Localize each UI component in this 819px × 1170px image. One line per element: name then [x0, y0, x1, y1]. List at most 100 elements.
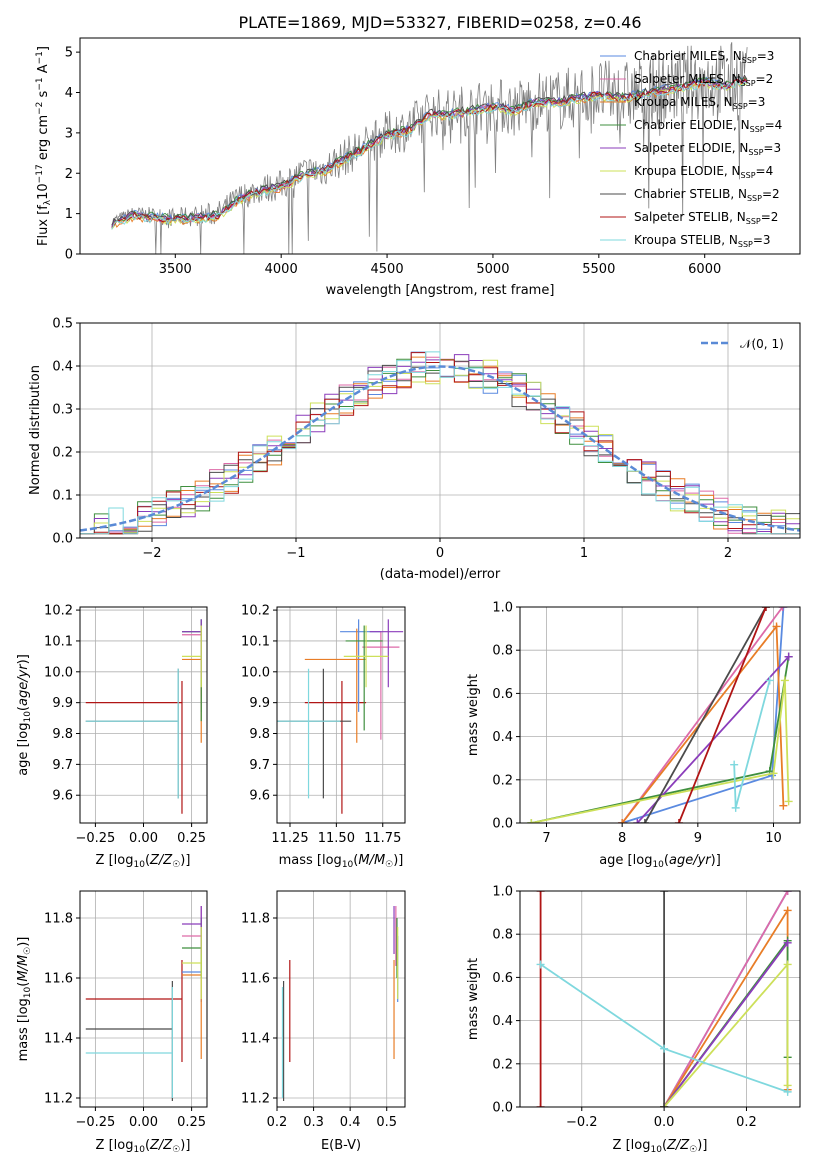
model-kroupa-elodie-line	[111, 80, 748, 230]
y-tick-label: 0.8	[492, 928, 513, 943]
age-vs-mass-panel: 11.25 11.50 11.75 9.6 9.7 9.8 9.9 10.0 10.1 10.2…	[241, 604, 406, 870]
y-tick-label: 0.4	[492, 730, 513, 745]
y-tick-label: 11.4	[241, 1032, 270, 1047]
legend-label-chabrier-miles: Chabrier MILES, NSSP=3	[634, 49, 774, 65]
age-z-x-label: Z [log10(Z/Z☉)]	[96, 853, 191, 870]
weight-marker-kroupa-miles	[618, 819, 627, 823]
y-tick-label: 0.1	[52, 489, 73, 504]
y-tick-label: 10.2	[44, 604, 73, 619]
y-tick-label: 10.0	[44, 665, 73, 680]
legend-label-kroupa-miles: Kroupa MILES, NSSP=3	[634, 95, 765, 111]
weight-marker-salpeter-elodie	[783, 938, 792, 947]
weight-marker-kroupa-elodie	[769, 769, 778, 778]
x-tick-label: 4500	[371, 262, 404, 277]
mass-ebv-x-ticks: 0.2 0.3 0.4 0.5	[267, 1107, 397, 1130]
legend-label-salpeter-miles: Salpeter MILES, NSSP=2	[634, 72, 773, 88]
weight-marker-salpeter-stelib	[536, 1103, 545, 1107]
y-tick-label: 0.4	[52, 360, 73, 375]
spectrum-frame	[79, 37, 801, 255]
histogram-y-label: Normed distribution	[28, 365, 43, 495]
mass-z-x-ticks: −0.25 0.00 0.25	[75, 1107, 206, 1130]
y-tick-label: 11.8	[44, 912, 73, 927]
weight-marker-chabrier-stelib	[660, 891, 669, 895]
y-tick-label: 0.6	[492, 687, 513, 702]
y-tick-label: 0.0	[52, 532, 73, 547]
weight-marker-kroupa-stelib	[536, 960, 545, 969]
weight-marker-kroupa-elodie	[780, 676, 789, 685]
weight-marker-kroupa-stelib	[660, 1044, 669, 1053]
weight-z-y-label: mass weight	[466, 958, 481, 1040]
y-tick-label: 2	[65, 167, 73, 182]
histogram-panel: −2 −1 0 1 2 0.0 0.1 0.2 0.3 0.4 0.5 (data-model)/…	[28, 317, 801, 582]
y-tick-label: 4	[65, 86, 73, 101]
x-tick-label: 5500	[582, 262, 615, 277]
y-tick-label: 0.5	[52, 317, 73, 332]
weight-marker-kroupa-elodie	[784, 797, 793, 806]
weight-line-kroupa-elodie	[531, 680, 790, 823]
weight-marker-kroupa-stelib	[730, 760, 739, 769]
weight-marker-salpeter-miles	[783, 891, 792, 895]
x-tick-label: 0.00	[129, 1115, 158, 1130]
weight-age-y-ticks: 0.0 0.2 0.4 0.6 0.8 1.0	[492, 601, 520, 832]
weight-age-frame	[519, 606, 801, 824]
x-tick-label: 0.2	[736, 1115, 757, 1130]
x-tick-label: 2	[724, 546, 732, 561]
spectrum-y-ticks: 0 1 2 3 4 5	[65, 46, 80, 263]
spectrum-plot	[111, 42, 748, 254]
x-tick-label: 11.25	[271, 831, 308, 846]
mass-ebv-plot	[281, 906, 399, 1101]
x-tick-label: 0.4	[340, 1115, 361, 1130]
weight-line-chabrier-stelib	[644, 607, 767, 823]
weight-age-x-ticks: 7 8 9 10	[542, 823, 782, 846]
x-tick-label: 10	[765, 831, 782, 846]
mass-weight-vs-age-panel: 7 8 9 10 0.0 0.2 0.4 0.6 0.8 1.0 age [log10(age/…	[466, 601, 801, 870]
x-tick-label: 11.75	[364, 831, 401, 846]
x-tick-label: 3500	[159, 262, 192, 277]
y-tick-label: 0.8	[492, 644, 513, 659]
y-tick-label: 5	[65, 46, 73, 61]
age-mass-frame	[276, 606, 406, 824]
mass-z-y-label: mass [log10(M/M☉)]	[16, 937, 33, 1062]
weight-marker-salpeter-miles	[778, 607, 787, 611]
y-tick-label: 11.8	[241, 912, 270, 927]
y-tick-label: 9.7	[52, 758, 73, 773]
y-tick-label: 0.0	[492, 1101, 513, 1116]
legend-label-chabrier-elodie: Chabrier ELODIE, NSSP=4	[634, 118, 782, 134]
x-tick-label: 8	[618, 831, 626, 846]
y-tick-label: 11.6	[241, 972, 270, 987]
y-tick-label: 9.7	[249, 758, 270, 773]
histogram-x-ticks: −2 −1 0 1 2	[142, 538, 732, 561]
histogram-plot	[80, 351, 800, 535]
weight-marker-kroupa-elodie	[527, 819, 536, 823]
y-tick-label: 1.0	[492, 885, 513, 900]
weight-line-salpeter-miles	[621, 607, 784, 823]
y-tick-label: 9.6	[52, 789, 73, 804]
normal-distribution-curve	[80, 365, 800, 532]
y-tick-label: 9.8	[249, 727, 270, 742]
age-mass-plot	[277, 619, 404, 814]
y-tick-label: 0.2	[492, 1057, 513, 1072]
weight-marker-kroupa-elodie	[783, 960, 792, 969]
age-z-plot	[85, 619, 202, 814]
x-tick-label: 0	[436, 546, 444, 561]
spectrum-panel: 3500 4000 4500 5000 5500 6000 0 1 2 3 4 5 waveleng…	[35, 37, 801, 298]
x-tick-label: 4000	[265, 262, 298, 277]
age-z-y-label: age [log10(age/yr)]	[16, 654, 33, 776]
weight-marker-salpeter-stelib	[761, 607, 770, 611]
mass-ebv-frame	[276, 890, 406, 1108]
y-tick-label: 11.6	[44, 972, 73, 987]
histogram-x-label: (data-model)/error	[380, 567, 501, 582]
weight-line-salpeter-miles	[663, 891, 789, 1107]
x-tick-label: 0.2	[267, 1115, 288, 1130]
mass-z-plot	[85, 906, 202, 1101]
weight-z-plot	[536, 891, 792, 1107]
y-tick-label: 11.4	[44, 1032, 73, 1047]
y-tick-label: 10.1	[44, 634, 73, 649]
weight-marker-salpeter-elodie	[784, 652, 793, 661]
weight-marker-salpeter-stelib	[536, 891, 545, 895]
y-tick-label: 11.2	[44, 1092, 73, 1107]
weight-line-salpeter-stelib	[678, 607, 767, 823]
age-mass-y-ticks: 9.6 9.7 9.8 9.9 10.0 10.1 10.2	[241, 604, 277, 804]
weight-line-kroupa-miles	[621, 623, 785, 823]
